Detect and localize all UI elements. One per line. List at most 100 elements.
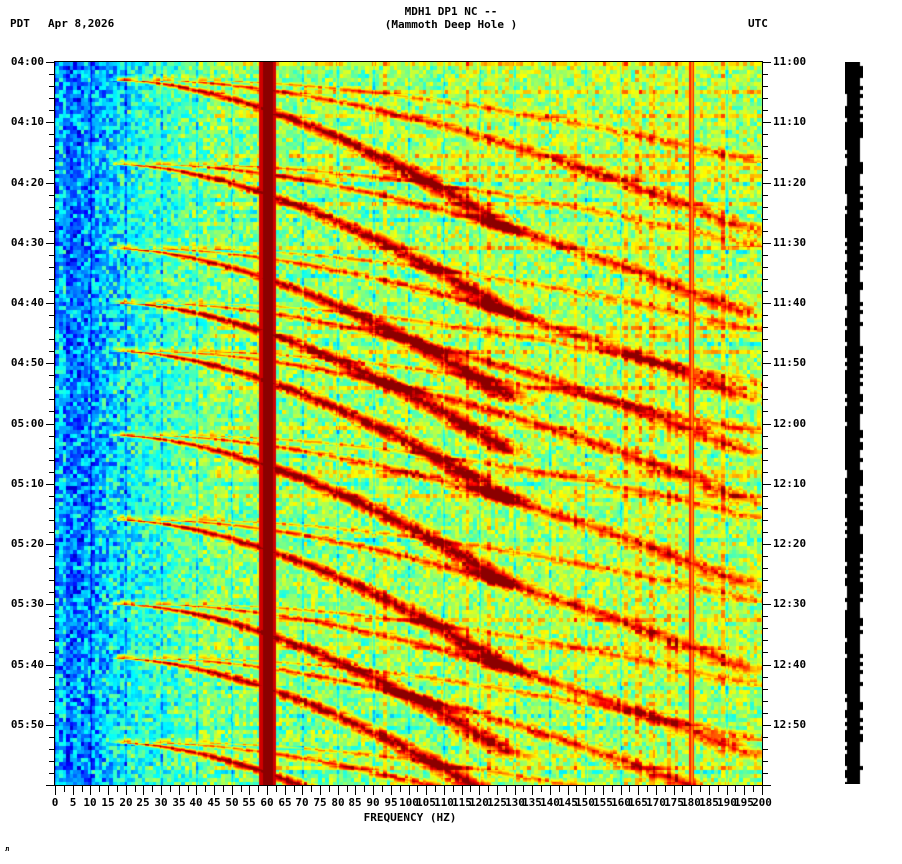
- tick-minor-right: [762, 170, 768, 171]
- tick-minor-frequency: [682, 786, 683, 792]
- frequency-tick-label: 175: [664, 796, 684, 809]
- tick-minor-left: [49, 134, 55, 135]
- tick-minor-frequency: [735, 786, 736, 792]
- tick-minor-frequency: [382, 786, 383, 792]
- frequency-tick-label: 165: [628, 796, 648, 809]
- tick-minor-left: [49, 737, 55, 738]
- tick-minor-frequency: [700, 786, 701, 792]
- frequency-tick-label: 145: [558, 796, 578, 809]
- tick-minor-left: [49, 351, 55, 352]
- time-label-utc: 12:10: [773, 477, 807, 490]
- tick-major-right: [762, 122, 771, 123]
- tick-minor-left: [49, 231, 55, 232]
- tick-major-left: [46, 183, 55, 184]
- tick-major-left: [46, 243, 55, 244]
- tick-minor-frequency: [435, 786, 436, 792]
- tick-minor-frequency: [718, 786, 719, 792]
- tick-major-frequency: [143, 786, 144, 795]
- tick-minor-left: [49, 279, 55, 280]
- frequency-tick-label: 160: [611, 796, 631, 809]
- tick-minor-right: [762, 616, 768, 617]
- tick-major-frequency: [532, 786, 533, 795]
- frequency-tick-label: 200: [752, 796, 772, 809]
- tick-major-right: [762, 725, 771, 726]
- tick-minor-right: [762, 411, 768, 412]
- tick-major-frequency: [90, 786, 91, 795]
- tick-major-frequency: [179, 786, 180, 795]
- time-label-utc: 12:30: [773, 597, 807, 610]
- tick-minor-right: [762, 773, 768, 774]
- frequency-tick-label: 10: [83, 796, 97, 809]
- tick-minor-left: [49, 460, 55, 461]
- tick-minor-left: [49, 701, 55, 702]
- tick-minor-right: [762, 460, 768, 461]
- tick-minor-right: [762, 580, 768, 581]
- axis-bottom-line: [55, 785, 763, 786]
- frequency-tick-label: 55: [242, 796, 256, 809]
- frequency-tick-label: 125: [487, 796, 507, 809]
- tick-minor-right: [762, 74, 768, 75]
- frequency-tick-label: 45: [207, 796, 221, 809]
- tick-major-frequency: [585, 786, 586, 795]
- tick-minor-frequency: [241, 786, 242, 792]
- tick-major-frequency: [214, 786, 215, 795]
- time-label-pdt: 05:00: [10, 417, 44, 430]
- tick-minor-right: [762, 640, 768, 641]
- tick-minor-frequency: [400, 786, 401, 792]
- tick-major-frequency: [196, 786, 197, 795]
- time-label-pdt: 05:10: [10, 477, 44, 490]
- tick-major-frequency: [161, 786, 162, 795]
- tick-major-frequency: [462, 786, 463, 795]
- tick-major-right: [762, 243, 771, 244]
- tick-minor-frequency: [612, 786, 613, 792]
- tick-major-frequency: [73, 786, 74, 795]
- tick-minor-left: [49, 207, 55, 208]
- tick-major-frequency: [126, 786, 127, 795]
- tick-minor-left: [49, 98, 55, 99]
- tick-major-right: [762, 62, 771, 63]
- time-label-pdt: 04:40: [10, 296, 44, 309]
- frequency-tick-label: 180: [681, 796, 701, 809]
- axis-left-line: [54, 61, 55, 786]
- time-label-utc: 11:00: [773, 55, 807, 68]
- tick-major-right: [762, 303, 771, 304]
- tick-minor-left: [49, 556, 55, 557]
- tick-minor-left: [49, 436, 55, 437]
- tick-major-frequency: [409, 786, 410, 795]
- spectrogram-plot[interactable]: [55, 62, 762, 785]
- tick-major-left: [46, 303, 55, 304]
- tick-minor-frequency: [753, 786, 754, 792]
- tick-minor-right: [762, 592, 768, 593]
- frequency-tick-label: 155: [593, 796, 613, 809]
- tick-major-frequency: [444, 786, 445, 795]
- tick-major-left: [46, 725, 55, 726]
- tick-minor-right: [762, 689, 768, 690]
- tick-minor-right: [762, 749, 768, 750]
- time-label-pdt: 04:10: [10, 115, 44, 128]
- tick-major-left: [46, 363, 55, 364]
- tick-minor-right: [762, 279, 768, 280]
- tick-major-left: [46, 484, 55, 485]
- tick-minor-right: [762, 677, 768, 678]
- tick-minor-left: [49, 399, 55, 400]
- axis-top-line: [55, 61, 763, 62]
- tick-minor-frequency: [188, 786, 189, 792]
- tick-minor-frequency: [329, 786, 330, 792]
- time-label-utc: 11:20: [773, 176, 807, 189]
- tick-minor-frequency: [559, 786, 560, 792]
- tick-minor-left: [49, 110, 55, 111]
- tick-minor-left: [49, 327, 55, 328]
- spectrogram-canvas: [55, 62, 762, 785]
- time-label-pdt: 04:50: [10, 356, 44, 369]
- time-label-utc: 11:30: [773, 236, 807, 249]
- tick-major-frequency: [249, 786, 250, 795]
- tick-major-frequency: [302, 786, 303, 795]
- tick-major-frequency: [55, 786, 56, 795]
- frequency-tick-label: 15: [101, 796, 115, 809]
- tick-minor-frequency: [135, 786, 136, 792]
- time-label-pdt: 05:40: [10, 658, 44, 671]
- tick-minor-left: [49, 195, 55, 196]
- frequency-tick-label: 100: [399, 796, 419, 809]
- frequency-tick-label: 85: [348, 796, 362, 809]
- tick-minor-right: [762, 315, 768, 316]
